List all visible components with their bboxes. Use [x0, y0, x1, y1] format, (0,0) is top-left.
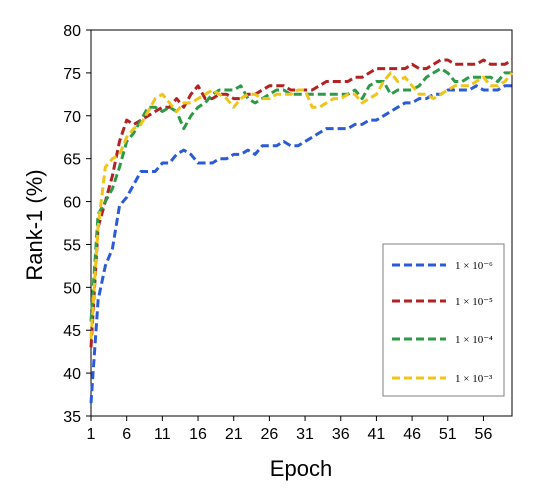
y-tick-label: 35 [63, 409, 81, 426]
y-tick-label: 65 [63, 152, 81, 169]
legend-box [382, 243, 505, 397]
x-axis-ticks: 1 6 11 16 21 26 31 36 41 46 51 56 [87, 416, 493, 443]
legend: 1 × 10⁻⁶ 1 × 10⁻⁵ 1 × 10⁻⁴ 1 × 10⁻³ [382, 243, 505, 397]
x-tick-label: 31 [296, 426, 314, 443]
series-line-3 [89, 67, 512, 322]
x-tick-label: 6 [122, 426, 131, 443]
y-tick-label: 60 [63, 195, 81, 212]
y-axis-ticks: 35 40 45 50 55 60 65 70 75 80 [63, 23, 91, 426]
y-tick-label: 45 [63, 323, 81, 340]
x-tick-label: 56 [475, 426, 493, 443]
y-tick-label: 80 [63, 23, 81, 40]
legend-entries: 1 × 10⁻⁶ 1 × 10⁻⁵ 1 × 10⁻⁴ 1 × 10⁻³ [392, 260, 493, 385]
x-tick-label: 1 [87, 426, 96, 443]
legend-label-3: 1 × 10⁻⁴ [455, 334, 493, 346]
y-tick-label: 75 [63, 66, 81, 83]
legend-label-4: 1 × 10⁻³ [455, 373, 493, 385]
x-axis-label: Epoch [270, 456, 332, 481]
y-tick-label: 55 [63, 237, 81, 254]
y-tick-label: 50 [63, 280, 81, 297]
x-tick-label: 36 [332, 426, 350, 443]
series-layer [89, 58, 514, 404]
x-tick-label: 26 [260, 426, 278, 443]
y-axis-label: Rank-1 (%) [22, 169, 47, 280]
x-tick-label: 11 [154, 426, 171, 443]
x-tick-label: 21 [225, 426, 243, 443]
y-tick-label: 70 [63, 109, 81, 126]
x-tick-label: 46 [403, 426, 421, 443]
y-tick-label: 40 [63, 366, 81, 383]
legend-label-1: 1 × 10⁻⁶ [455, 260, 493, 272]
legend-label-2: 1 × 10⁻⁵ [455, 296, 493, 308]
x-tick-label: 41 [368, 426, 386, 443]
x-tick-label: 16 [189, 426, 207, 443]
x-tick-label: 51 [439, 426, 457, 443]
series-line-4 [89, 71, 514, 339]
